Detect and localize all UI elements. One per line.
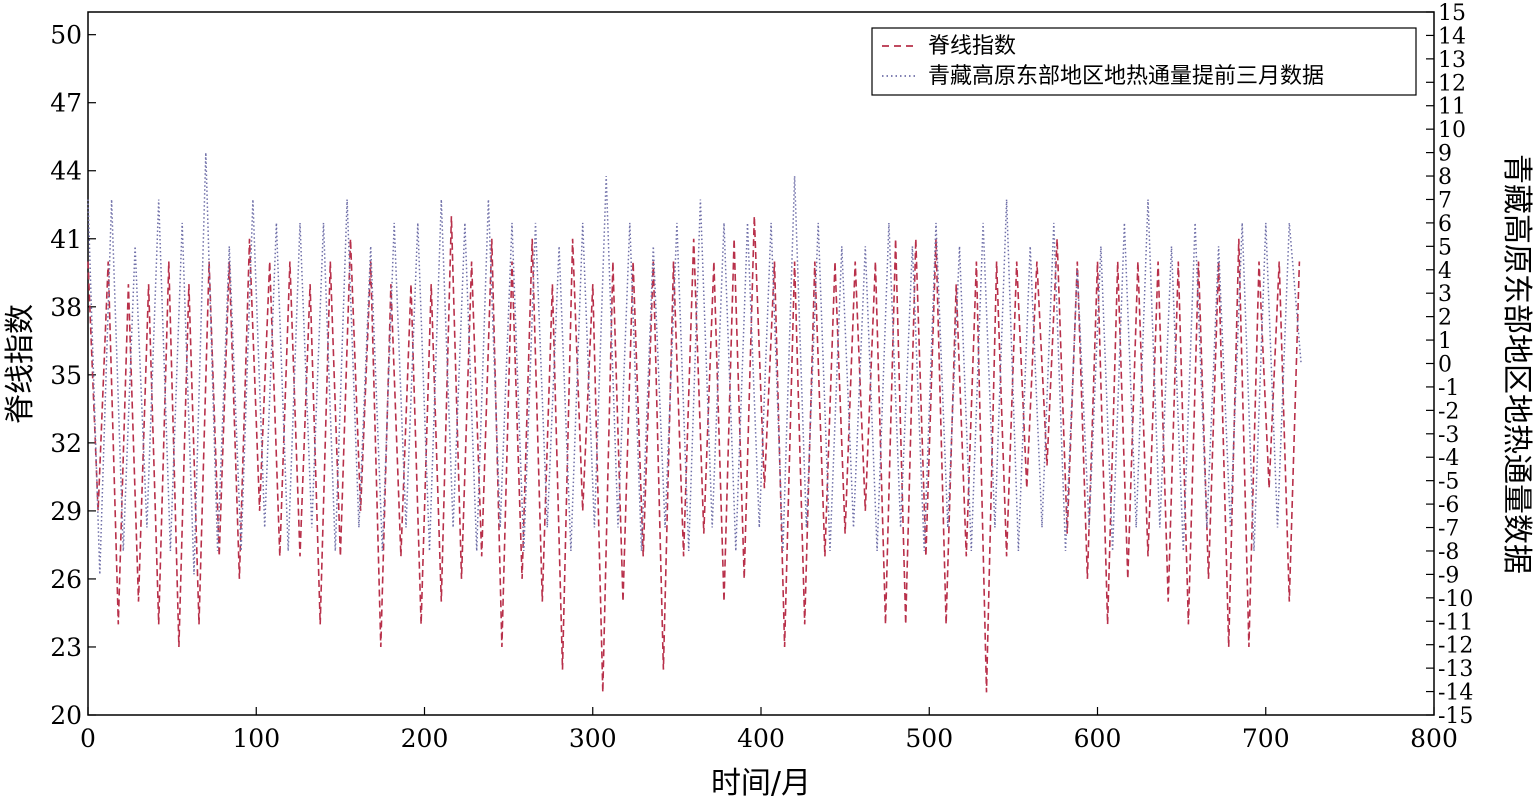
y-tick-label: 29: [50, 497, 82, 526]
y2-tick-label: -12: [1438, 634, 1473, 659]
y-tick-label: 44: [50, 157, 82, 186]
y-tick-label: 20: [50, 701, 82, 730]
y2-tick-label: 14: [1438, 24, 1466, 49]
x-tick-label: 700: [1242, 724, 1290, 753]
legend-label-1: 青藏高原东部地区地热通量提前三月数据: [928, 64, 1324, 89]
plot-frame: [87, 11, 1435, 716]
x-tick-label: 0: [80, 724, 96, 753]
series-layer: [87, 152, 1302, 693]
y2-tick-label: -6: [1438, 493, 1459, 518]
y2-tick-label: -1: [1438, 376, 1459, 401]
y2-tick-label: 7: [1438, 188, 1452, 213]
y2-tick-label: -14: [1438, 681, 1473, 706]
y2-tick-label: 0: [1438, 353, 1452, 378]
y2-tick-label: -13: [1438, 657, 1473, 682]
x-tick-label: 200: [401, 724, 449, 753]
y2-tick-label: -11: [1438, 610, 1473, 635]
y2-tick-label: -15: [1438, 704, 1473, 729]
y2-tick-label: 6: [1438, 212, 1452, 237]
x-tick-label: 500: [905, 724, 953, 753]
y2-tick-label: -2: [1438, 399, 1459, 424]
y2-tick-label: -4: [1438, 446, 1459, 471]
x-tick-label: 400: [737, 724, 785, 753]
y2-tick-label: -3: [1438, 423, 1459, 448]
x-tick-label: 800: [1410, 724, 1458, 753]
legend-label-0: 脊线指数: [928, 34, 1016, 59]
y2-tick-label: 8: [1438, 165, 1452, 190]
y-tick-label: 50: [50, 21, 82, 50]
y2-tick-label: 11: [1438, 95, 1466, 120]
y-tick-label: 32: [50, 429, 82, 458]
x-axis-title: 时间/月: [711, 766, 811, 801]
y-tick-label: 35: [50, 361, 82, 390]
legend-box: [871, 27, 1417, 96]
y2-tick-label: 2: [1438, 306, 1452, 331]
y-tick-label: 38: [50, 293, 82, 322]
y2-tick-label: -7: [1438, 517, 1459, 542]
y2-tick-label: -10: [1438, 587, 1473, 612]
y2-axis-title: 青藏高原东部地区地热通量数据: [1499, 154, 1534, 574]
x-tick-label: 100: [232, 724, 280, 753]
x-tick-label: 600: [1074, 724, 1122, 753]
tick-labels: 0 100 200 300 400 500 600 700 800202326293235384…: [50, 1, 1473, 753]
y2-tick-label: 9: [1438, 142, 1452, 167]
y2-tick-label: 4: [1438, 259, 1452, 284]
y2-tick-label: -5: [1438, 470, 1459, 495]
y-tick-label: 23: [50, 633, 82, 662]
y2-tick-label: 1: [1438, 329, 1452, 354]
y2-tick-label: 10: [1438, 118, 1466, 143]
legend: 脊线指数 青藏高原东部地区地热通量提前三月数据: [871, 27, 1417, 96]
series-heat-flux-line: [87, 152, 1302, 575]
y-axis-title: 脊线指数: [3, 304, 38, 424]
y2-tick-label: 15: [1438, 1, 1466, 26]
series-ridge-index-line: [87, 216, 1301, 693]
y-tick-label: 41: [50, 225, 82, 254]
y2-tick-label: 12: [1438, 71, 1466, 96]
y2-tick-label: 13: [1438, 48, 1466, 73]
y2-tick-label: -9: [1438, 563, 1459, 588]
y2-tick-label: 5: [1438, 235, 1452, 260]
y-tick-label: 47: [50, 89, 82, 118]
x-tick-label: 300: [569, 724, 617, 753]
axis-ticks: [87, 11, 1435, 716]
y2-tick-label: 3: [1438, 282, 1452, 307]
y-tick-label: 26: [50, 565, 82, 594]
y2-tick-label: -8: [1438, 540, 1459, 565]
